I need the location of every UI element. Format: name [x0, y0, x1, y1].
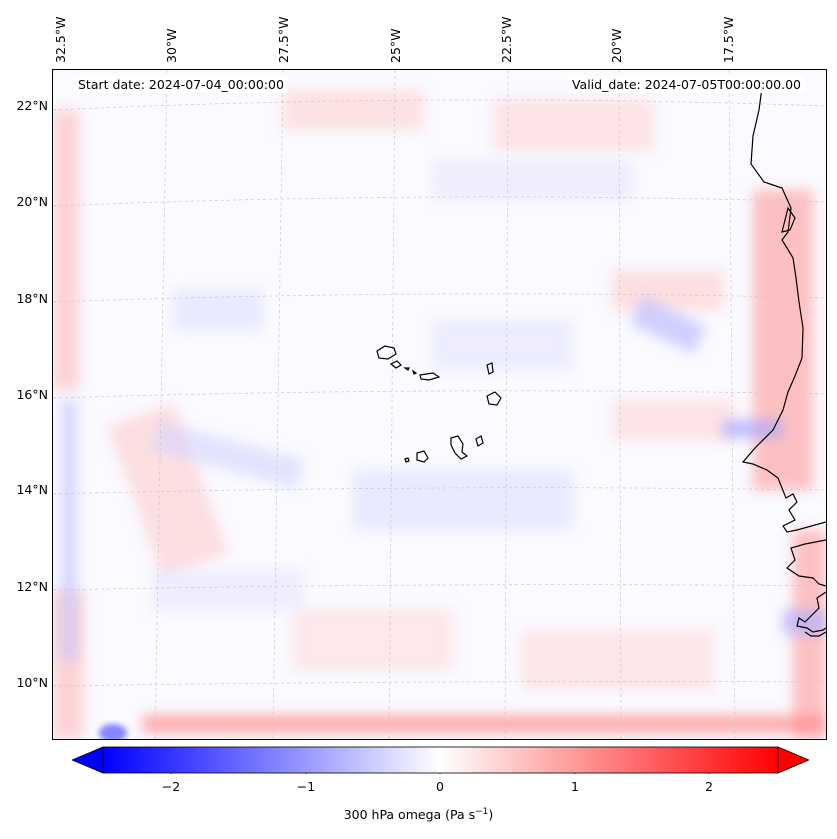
colorbar-extend-min-arrow	[72, 746, 104, 774]
strong-negative-cell	[99, 724, 127, 739]
island-sao-vicente	[389, 360, 402, 369]
omega-field-map	[53, 70, 826, 739]
lon-label-17-5w: 17.5°W	[721, 16, 736, 63]
west-africa-coastline	[741, 79, 826, 637]
island-boa-vista	[486, 391, 502, 406]
start-date-label: Start date: 2024-07-04_00:00:00	[74, 76, 288, 93]
lon-label-27-5w: 27.5°W	[276, 16, 291, 63]
colorbar-tick-0: 0	[436, 779, 444, 794]
colorbar-tick-2: 2	[705, 779, 713, 794]
lon-label-25w: 25°W	[388, 28, 403, 63]
lat-label-10n: 10°N	[16, 675, 48, 690]
lat-label-18n: 18°N	[16, 291, 48, 306]
colorbar-label-main: 300 hPa omega (Pa s	[343, 807, 476, 823]
colorbar	[72, 746, 809, 774]
lon-label-22-5w: 22.5°W	[499, 16, 514, 63]
lat-label-20n: 20°N	[16, 194, 48, 209]
map-panel	[52, 69, 827, 740]
island-sao-nicolau	[419, 372, 441, 381]
colorbar-label: 300 hPa omega (Pa s−1)	[0, 807, 837, 822]
colorbar-tick-minus-2: −2	[161, 779, 181, 794]
lon-label-20w: 20°W	[609, 28, 624, 63]
lon-label-30w: 30°W	[164, 28, 179, 63]
island-islet	[411, 369, 418, 375]
island-fogo	[416, 450, 429, 463]
island-santa-luzia	[403, 367, 410, 371]
cape-verde-islands	[376, 345, 502, 463]
lat-label-14n: 14°N	[16, 482, 48, 497]
colorbar-extend-max-arrow	[777, 746, 809, 774]
colorbar-gradient	[102, 746, 779, 774]
colorbar-tick-minus-1: −1	[296, 779, 316, 794]
island-sal	[486, 362, 494, 375]
colorbar-ticks	[170, 773, 710, 774]
positive-omega-field	[53, 90, 826, 739]
lat-label-12n: 12°N	[16, 579, 48, 594]
island-santiago	[450, 435, 469, 460]
colorbar-label-close: )	[488, 807, 494, 823]
valid-date-label: Valid_date: 2024-07-05T00:00:00.00	[567, 76, 805, 93]
colorbar-label-exponent: −1	[475, 807, 489, 817]
lat-label-22n: 22°N	[16, 98, 48, 113]
island-brava	[404, 457, 410, 463]
lat-label-16n: 16°N	[16, 387, 48, 402]
lon-label-32-5w: 32.5°W	[53, 16, 68, 63]
graticule	[53, 70, 826, 739]
island-santo-antao	[376, 345, 397, 360]
negative-omega-field	[61, 160, 826, 660]
colorbar-tick-1: 1	[571, 779, 579, 794]
island-maio	[475, 435, 484, 447]
